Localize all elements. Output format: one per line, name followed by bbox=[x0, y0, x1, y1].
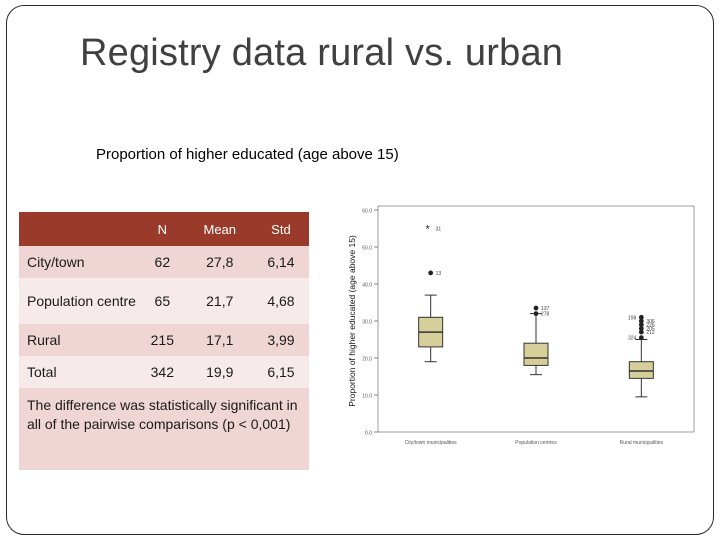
outlier-point bbox=[638, 329, 644, 335]
table-row: City/town 62 27,8 6,14 bbox=[19, 246, 309, 278]
y-tick-label: 0.0 bbox=[365, 431, 372, 437]
row-n: 342 bbox=[138, 356, 187, 388]
outlier-label: 226 bbox=[646, 323, 655, 329]
y-tick-label: 10.0 bbox=[362, 394, 372, 400]
row-n: 65 bbox=[138, 278, 187, 324]
page-title: Registry data rural vs. urban bbox=[80, 32, 564, 74]
row-mean: 21,7 bbox=[186, 278, 253, 324]
outlier-label: 306 bbox=[646, 319, 655, 325]
row-std: 3,99 bbox=[252, 324, 309, 356]
row-n: 62 bbox=[138, 246, 187, 278]
table-header-n: N bbox=[138, 212, 187, 246]
stats-table: N Mean Std City/town 62 27,8 6,14 Popula… bbox=[19, 212, 309, 470]
row-std: 6,15 bbox=[252, 356, 309, 388]
row-n: 215 bbox=[138, 324, 187, 356]
table-header-mean: Mean bbox=[186, 212, 253, 246]
y-tick-label: 40.0 bbox=[362, 283, 372, 289]
table-row: Rural 215 17,1 3,99 bbox=[19, 324, 309, 356]
table-row: Total 342 19,9 6,15 bbox=[19, 356, 309, 388]
row-label: City/town bbox=[19, 246, 138, 278]
boxplot-chart: Proportion of higher educated (age above… bbox=[347, 205, 695, 446]
outlier-point bbox=[428, 270, 434, 276]
table-row: Population centre 65 21,7 4,68 bbox=[19, 278, 309, 324]
outlier-label: 212 bbox=[646, 330, 655, 336]
outlier-point bbox=[638, 314, 644, 320]
box bbox=[523, 342, 549, 366]
table-header-std: Std bbox=[252, 212, 309, 246]
row-mean: 19,9 bbox=[186, 356, 253, 388]
outlier-point bbox=[638, 326, 644, 331]
row-std: 6,14 bbox=[252, 246, 309, 278]
y-axis-label: Proportion of higher educated (age above… bbox=[347, 235, 357, 407]
row-std: 4,68 bbox=[252, 278, 309, 324]
outlier-label: 198 bbox=[628, 315, 637, 321]
outlier-label: 31 bbox=[436, 227, 442, 233]
outlier-star: * bbox=[426, 224, 431, 236]
x-tick-label: Population centres bbox=[515, 440, 557, 446]
table-header-blank bbox=[19, 212, 138, 246]
row-label: Population centre bbox=[19, 278, 138, 324]
table-note-row: The difference was statistically signifi… bbox=[19, 388, 309, 470]
outlier-point bbox=[533, 311, 539, 316]
outlier-label: 13 bbox=[436, 271, 442, 277]
outlier-point bbox=[638, 322, 644, 328]
significance-note: The difference was statistically signifi… bbox=[19, 388, 309, 470]
row-label: Rural bbox=[19, 324, 138, 356]
plot-area bbox=[377, 205, 695, 433]
outlier-point bbox=[638, 318, 644, 324]
chart-subtitle: Proportion of higher educated (age above… bbox=[96, 146, 399, 163]
row-label: Total bbox=[19, 356, 138, 388]
outlier-label: 205 bbox=[646, 326, 655, 332]
x-tick-label: Rural municipalities bbox=[620, 440, 664, 446]
y-tick-label: 20.0 bbox=[362, 357, 372, 363]
x-tick-label: City/town municipalities bbox=[405, 440, 457, 446]
outlier-label: 278 bbox=[541, 312, 550, 318]
y-tick-label: 60.0 bbox=[362, 209, 372, 215]
outlier-point bbox=[638, 335, 644, 341]
box bbox=[628, 361, 654, 379]
y-tick-label: 30.0 bbox=[362, 320, 372, 326]
row-mean: 27,8 bbox=[186, 246, 253, 278]
outlier-label: 324 bbox=[628, 336, 637, 342]
table-header-row: N Mean Std bbox=[19, 212, 309, 246]
y-tick-label: 50.0 bbox=[362, 246, 372, 252]
outlier-label: 137 bbox=[541, 306, 550, 312]
row-mean: 17,1 bbox=[186, 324, 253, 356]
outlier-point bbox=[533, 305, 539, 311]
